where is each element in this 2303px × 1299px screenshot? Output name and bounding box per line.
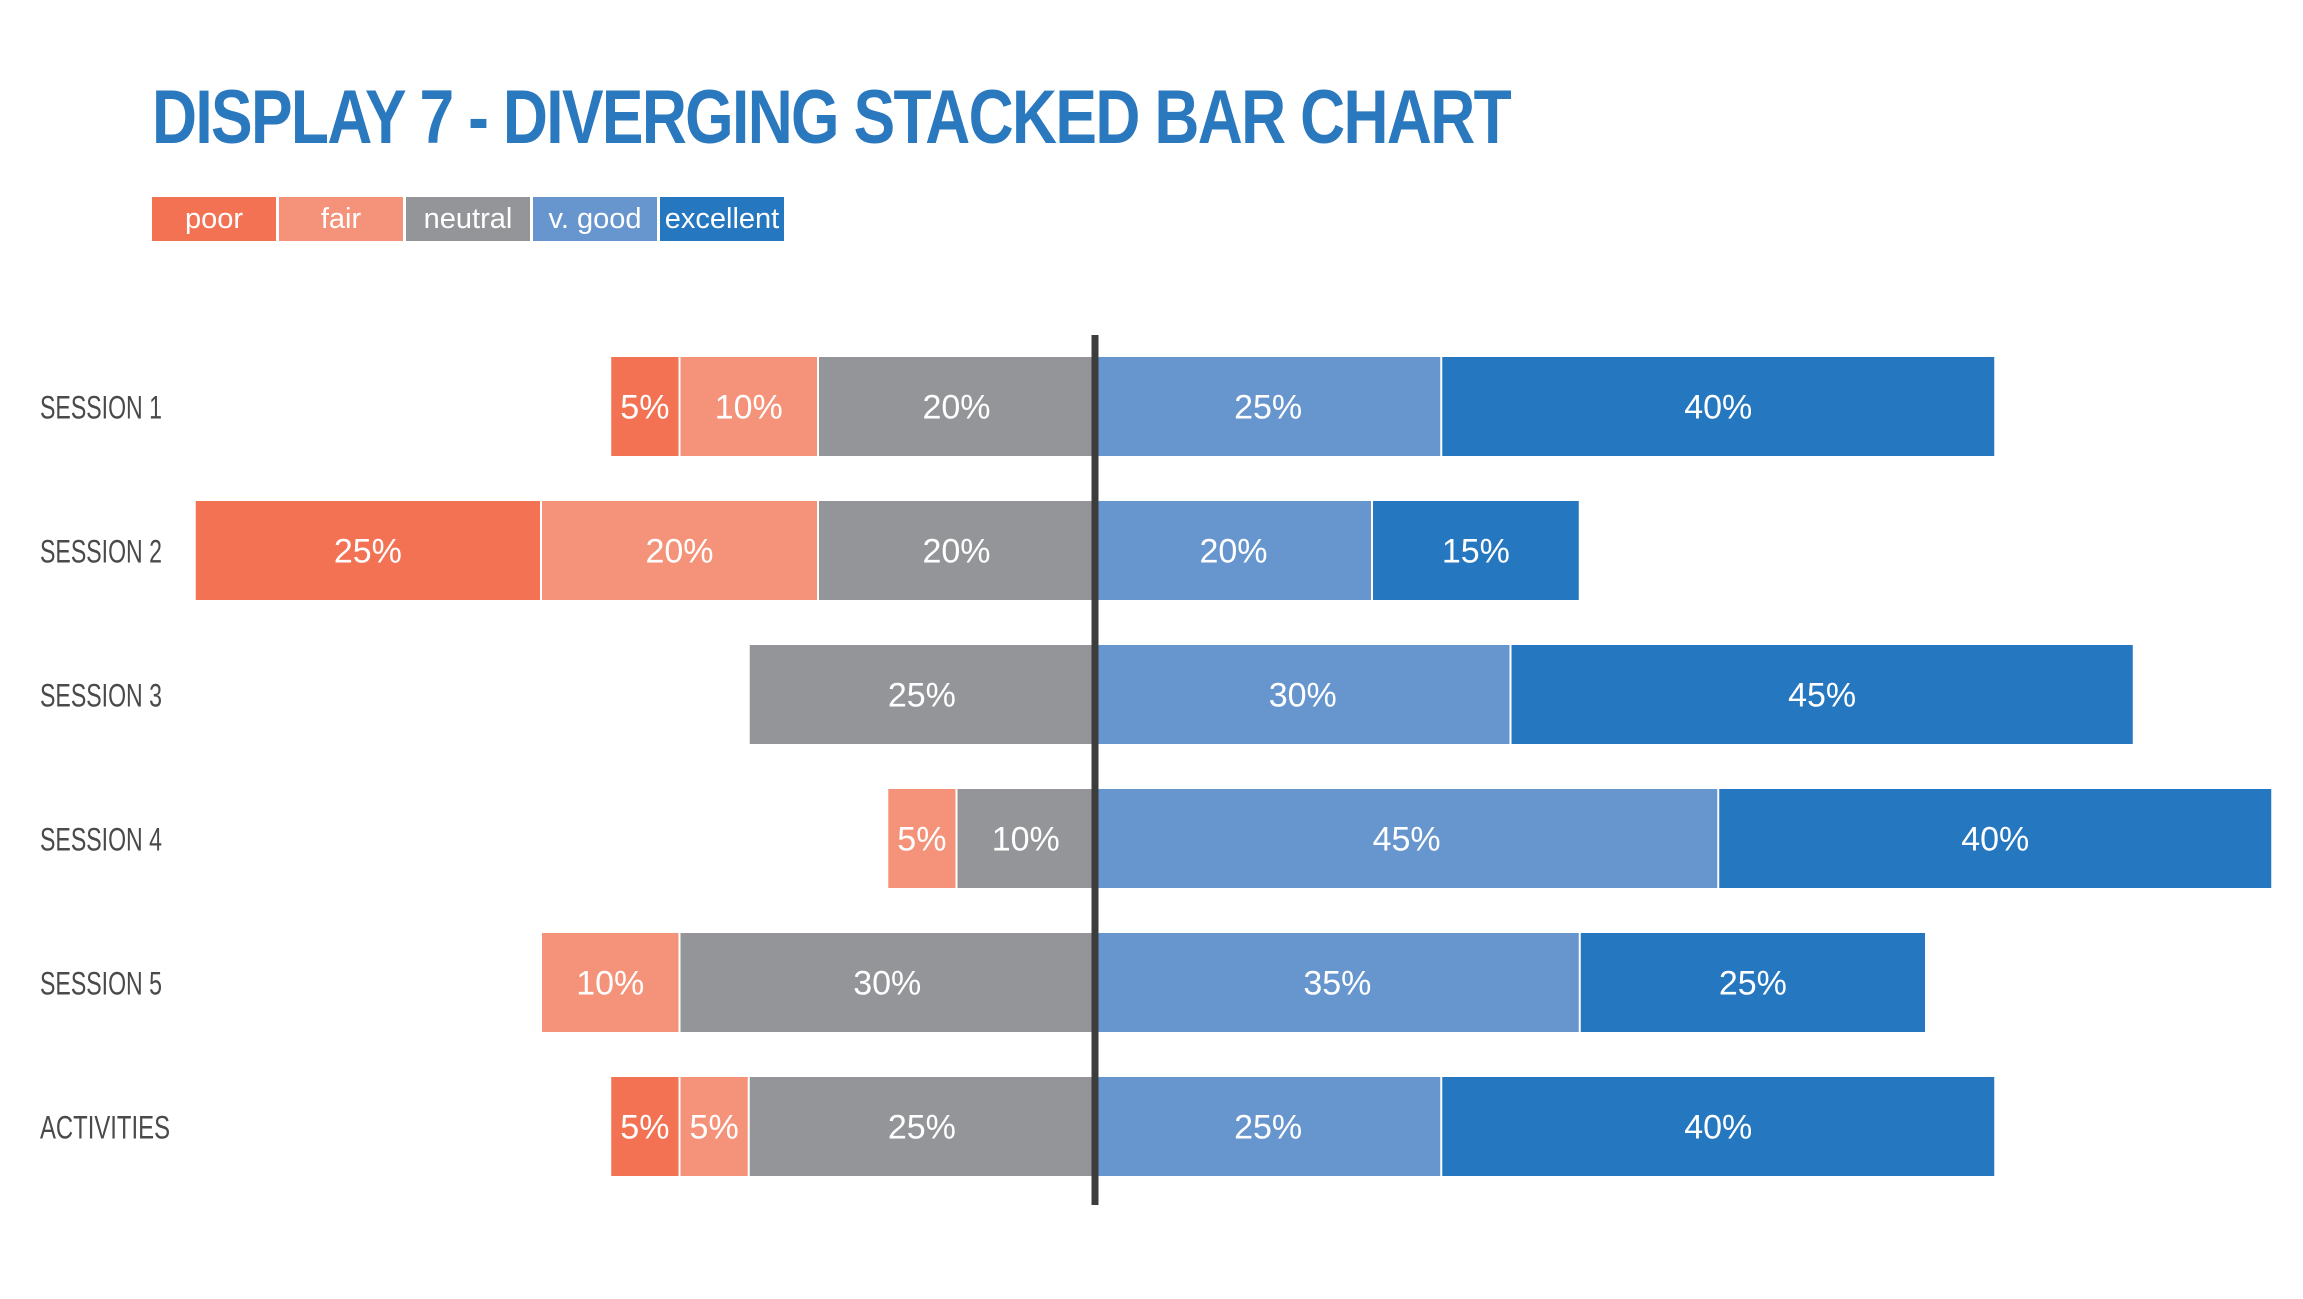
bar-segment-v-good bbox=[1096, 1077, 1441, 1176]
category-label: SESSION 4 bbox=[40, 822, 162, 858]
bar-segment-fair bbox=[542, 501, 817, 600]
legend-item-fair: fair bbox=[279, 197, 403, 241]
bar-segment-excellent bbox=[1719, 789, 2272, 888]
bar-segment-v-good bbox=[1096, 933, 1579, 1032]
data-label: 45% bbox=[1373, 821, 1441, 859]
bar-segment-neutral bbox=[749, 645, 1094, 744]
bar-segment-excellent bbox=[1373, 501, 1579, 600]
bar-segment-v-good bbox=[1096, 501, 1371, 600]
data-label: 25% bbox=[888, 1109, 956, 1147]
category-label: SESSION 3 bbox=[40, 678, 162, 714]
bar-segment-poor bbox=[195, 501, 540, 600]
data-label: 25% bbox=[888, 677, 956, 715]
bar-segment-fair bbox=[888, 789, 956, 888]
data-label: 10% bbox=[992, 821, 1060, 859]
data-label: 40% bbox=[1961, 821, 2029, 859]
data-label: 40% bbox=[1684, 1109, 1752, 1147]
bar-segments bbox=[195, 357, 2272, 1176]
data-label: 5% bbox=[620, 389, 669, 427]
data-label: 25% bbox=[334, 533, 402, 571]
bar-segment-neutral bbox=[819, 501, 1094, 600]
data-label: 20% bbox=[645, 533, 713, 571]
bar-segment-excellent bbox=[1580, 933, 1925, 1032]
bar-segment-v-good bbox=[1096, 789, 1718, 888]
bar-segment-v-good bbox=[1096, 645, 1510, 744]
bar-segment-neutral bbox=[749, 1077, 1094, 1176]
category-label: ACTIVITIES bbox=[40, 1110, 170, 1146]
bar-segment-fair bbox=[680, 357, 817, 456]
data-label: 20% bbox=[1199, 533, 1267, 571]
category-label: SESSION 1 bbox=[40, 390, 162, 426]
category-labels: SESSION 1 SESSION 2 SESSION 3 SESSION 4 SESS… bbox=[40, 390, 170, 1146]
legend-item-neutral: neutral bbox=[406, 197, 530, 241]
data-label: 20% bbox=[922, 389, 990, 427]
legend-item-v-good: v. good bbox=[533, 197, 657, 241]
data-label: 5% bbox=[620, 1109, 669, 1147]
data-label: 10% bbox=[576, 965, 644, 1003]
data-label: 15% bbox=[1442, 533, 1510, 571]
bar-segment-neutral bbox=[819, 357, 1094, 456]
legend-item-poor: poor bbox=[152, 197, 276, 241]
bar-segment-poor bbox=[611, 1077, 679, 1176]
data-label: 25% bbox=[1234, 389, 1302, 427]
data-label: 40% bbox=[1684, 389, 1752, 427]
bar-segment-excellent bbox=[1511, 645, 2133, 744]
bar-segment-v-good bbox=[1096, 357, 1441, 456]
data-label: 35% bbox=[1303, 965, 1371, 1003]
data-label: 30% bbox=[853, 965, 921, 1003]
bar-segment-excellent bbox=[1442, 1077, 1995, 1176]
data-label: 45% bbox=[1788, 677, 1856, 715]
segment-labels: 20% 10% 5% 25% 40% 20% 20% 25% 20% 15% 25% 30% 45% 10… bbox=[334, 389, 2029, 1147]
data-label: 30% bbox=[1269, 677, 1337, 715]
bar-segment-neutral bbox=[680, 933, 1094, 1032]
chart-title: DISPLAY 7 - DIVERGING STACKED BAR CHART bbox=[152, 75, 1512, 160]
data-label: 10% bbox=[715, 389, 783, 427]
data-label: 25% bbox=[1234, 1109, 1302, 1147]
data-label: 25% bbox=[1719, 965, 1787, 1003]
bar-segment-poor bbox=[611, 357, 679, 456]
bar-segment-excellent bbox=[1442, 357, 1995, 456]
bar-segment-fair bbox=[542, 933, 679, 1032]
legend: poor fair neutral v. good excellent bbox=[152, 197, 787, 241]
category-label: SESSION 2 bbox=[40, 534, 162, 570]
bar-segment-neutral bbox=[957, 789, 1094, 888]
data-label: 5% bbox=[690, 1109, 739, 1147]
category-label: SESSION 5 bbox=[40, 966, 162, 1002]
data-label: 20% bbox=[922, 533, 990, 571]
legend-item-excellent: excellent bbox=[660, 197, 784, 241]
bar-segment-fair bbox=[680, 1077, 748, 1176]
data-label: 5% bbox=[897, 821, 946, 859]
